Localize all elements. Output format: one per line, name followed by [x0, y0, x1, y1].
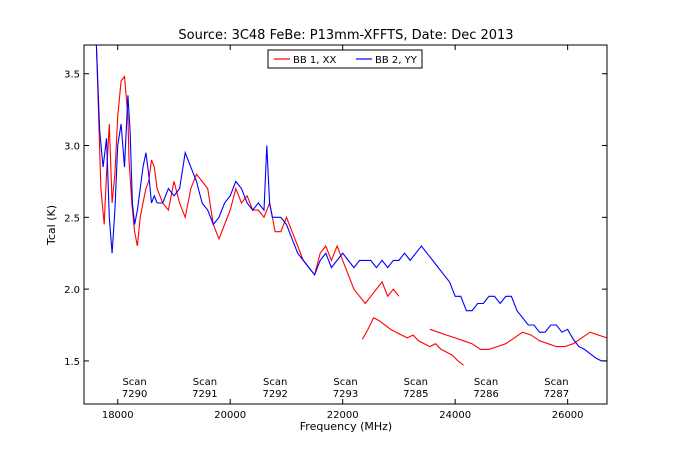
- x-tick-label-1: 20000: [214, 410, 246, 421]
- series-line-1-segment-2: [361, 317, 464, 366]
- scan-annotation-7-line-1: Scan: [544, 377, 568, 388]
- x-tick-label-3: 24000: [439, 410, 471, 421]
- scan-annotation-7-line-2: 7287: [544, 389, 569, 400]
- scan-annotation-4-line-2: 7293: [333, 389, 358, 400]
- y-axis-label: Tcal (K): [45, 205, 58, 246]
- legend: BB 1, XX BB 2, YY: [267, 49, 423, 69]
- scan-annotation-1-line-2: 7290: [122, 389, 147, 400]
- series-layer: [95, 45, 607, 366]
- scan-annotation-3-line-2: 7292: [262, 389, 287, 400]
- y-tick-label-4: 3.5: [64, 70, 80, 81]
- annotation-layer: Scan7290Scan7291Scan7292Scan7293Scan7285…: [122, 377, 569, 400]
- scan-annotation-1-line-1: Scan: [122, 377, 146, 388]
- legend-box: [267, 49, 423, 69]
- scan-annotation-2-line-2: 7291: [192, 389, 217, 400]
- scan-annotation-6-line-1: Scan: [474, 377, 498, 388]
- chart-title: Source: 3C48 FeBe: P13mm-XFFTS, Date: De…: [178, 28, 513, 43]
- x-tick-label-4: 26000: [552, 410, 584, 421]
- axes-layer: 18000 20000 22000 24000 26000 1.5 2.0 2.5 3.0 3.5: [64, 44, 608, 421]
- y-tick-label-3: 3.0: [64, 142, 80, 153]
- y-tick-label-0: 1.5: [64, 357, 80, 368]
- series-line-1-segment-3: [429, 328, 607, 350]
- x-tick-label-0: 18000: [102, 410, 134, 421]
- x-axis-label: Frequency (MHz): [300, 420, 392, 433]
- series-line-2-segment-1: [95, 45, 607, 362]
- legend-label-bb1: BB 1, XX: [293, 55, 336, 66]
- x-tick-label-2: 22000: [327, 410, 359, 421]
- scan-annotation-3-line-1: Scan: [263, 377, 287, 388]
- scan-annotation-5-line-1: Scan: [404, 377, 428, 388]
- legend-label-bb2: BB 2, YY: [375, 55, 418, 66]
- plot-frame: [83, 44, 608, 405]
- y-tick-label-2: 2.5: [64, 213, 80, 224]
- scan-annotation-4-line-1: Scan: [333, 377, 357, 388]
- y-tick-label-1: 2.0: [64, 285, 80, 296]
- scan-annotation-2-line-1: Scan: [193, 377, 217, 388]
- series-line-1-segment-1: [95, 45, 400, 305]
- scan-annotation-6-line-2: 7286: [473, 389, 498, 400]
- scan-annotation-5-line-2: 7285: [403, 389, 428, 400]
